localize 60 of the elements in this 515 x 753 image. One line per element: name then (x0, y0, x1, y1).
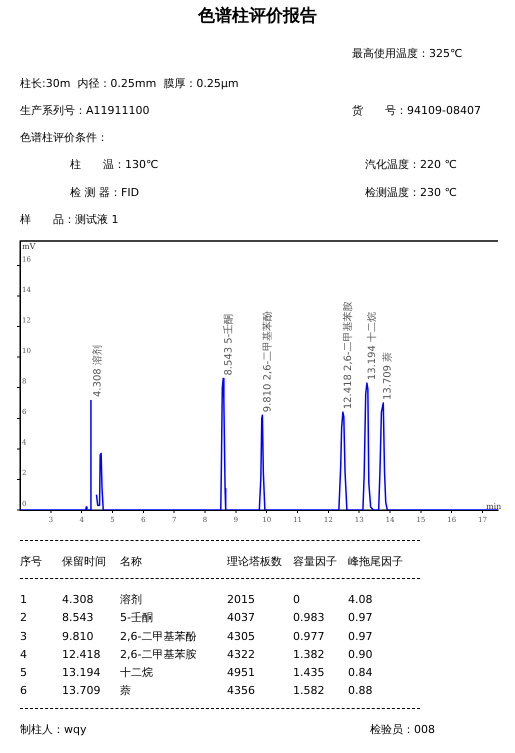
annotation: 9.810 2,6-二甲基苯酚 (261, 310, 274, 412)
annotation: 12.418 2,6-二甲基苯胺 (342, 301, 354, 410)
text: 4305 (227, 630, 255, 644)
text: 2015 (227, 593, 255, 607)
text: 溶剂 (120, 593, 142, 607)
text: 5 (20, 666, 27, 680)
text: 0.84 (348, 666, 372, 680)
text: 13.194 (62, 666, 100, 680)
annotation: 8.543 5-壬酮 (222, 314, 234, 376)
text: 2,6-二甲基苯酚 (120, 630, 196, 644)
text: 1.435 (293, 666, 324, 680)
annotation: 13.194 十二烷 (366, 312, 378, 380)
text: 最高使用温度：325℃ (352, 47, 462, 61)
text: 1 (20, 593, 27, 607)
text: 0 (293, 593, 300, 607)
chart-title: 色谱柱评价报告 (196, 5, 318, 27)
text: 名称 (120, 555, 142, 569)
text: 3 (20, 630, 27, 644)
text: 检测温度：230 ℃ (365, 186, 457, 200)
text: 0.88 (348, 684, 372, 698)
annotation: 13.709 萘 (382, 352, 394, 400)
text: 检验员：008 (370, 723, 435, 737)
text: 0.97 (348, 611, 372, 625)
text: 2,6-二甲基苯胺 (120, 648, 196, 662)
text: 4322 (227, 648, 255, 662)
text: 制柱人：wqy (20, 723, 86, 737)
text: 4356 (227, 684, 255, 698)
text: 样 品：测试液 1 (20, 213, 118, 227)
text: 汽化温度：220 ℃ (365, 158, 457, 172)
text: 13.709 (62, 684, 100, 698)
text: 1.382 (293, 648, 324, 662)
text: 0.90 (348, 648, 372, 662)
text: 8.543 (62, 611, 94, 625)
text: 生产系列号：A11911100 (20, 104, 150, 118)
text: 4951 (227, 666, 255, 680)
text: 峰拖尾因子 (348, 555, 403, 569)
text: 十二烷 (120, 666, 153, 680)
x-axis-title: min (486, 502, 502, 512)
text: 柱长:30m 内径：0.25mm 膜厚：0.25μm (20, 77, 239, 91)
text: 4037 (227, 611, 255, 625)
text: 5-壬酮 (120, 611, 153, 625)
text: 萘 (120, 684, 131, 698)
text: 柱 温：130℃ (70, 158, 158, 172)
text: 序号 (20, 555, 42, 569)
text: 色谱柱评价条件： (20, 131, 108, 145)
text: 0.97 (348, 630, 372, 644)
text: 12.418 (62, 648, 100, 662)
text: 检 测 器：FID (70, 186, 140, 200)
text: 0.983 (293, 611, 324, 625)
text: 保留时间 (62, 555, 106, 569)
y-axis-title: mV (22, 242, 36, 252)
text: 4.308 (62, 593, 94, 607)
text: 4.08 (348, 593, 372, 607)
annotation: 4.308 溶剂 (92, 345, 104, 397)
text: 容量因子 (293, 555, 337, 569)
text: 1.582 (293, 684, 324, 698)
text: 9.810 (62, 630, 94, 644)
text: 货 号：94109-08407 (352, 104, 481, 118)
text: 理论塔板数 (227, 555, 282, 569)
text: 0.977 (293, 630, 324, 644)
